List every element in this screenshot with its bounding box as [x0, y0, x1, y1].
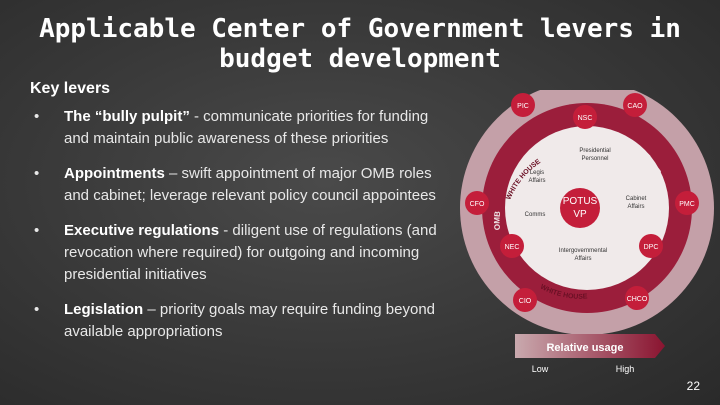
lever-item: • Legislation – priority goals may requir…	[30, 299, 440, 343]
lever-text: – swift appointment of major OMB roles a…	[64, 165, 436, 204]
node-chco-label: CHCO	[627, 296, 648, 303]
lever-head: Executive regulations	[64, 222, 220, 239]
bullet: •	[34, 301, 40, 318]
presidential-personnel-l2: Personnel	[581, 156, 608, 162]
vp-label: VP	[573, 209, 587, 220]
lever-head: The “bully pulpit”	[64, 108, 190, 125]
arc-label-left-text: OMB	[493, 211, 503, 231]
government-diagram: WHITE HOUSE OMB OMB WHITE HOUSE WHITE HO…	[460, 90, 714, 335]
lever-item: • Appointments – swift appointment of maj…	[30, 163, 440, 207]
potus-vp-node	[560, 188, 600, 228]
comms-label: Comms	[525, 212, 546, 218]
node-cfo-label: CFO	[470, 201, 485, 208]
legis-affairs-l1: Legis	[530, 170, 544, 176]
legis-affairs-l2: Affairs	[529, 178, 546, 184]
intergovernmental-l2: Affairs	[575, 256, 592, 262]
node-pmc-label: PMC	[679, 201, 695, 208]
presidential-personnel-l1: Presidential	[579, 148, 610, 154]
node-pic: PIC	[511, 93, 535, 117]
key-levers-heading: Key levers	[30, 80, 111, 97]
lever-text: – priority goals may require funding bey…	[64, 301, 436, 340]
levers-list: • The “bully pulpit” - communicate priori…	[30, 106, 440, 356]
node-cio-label: CIO	[519, 298, 532, 305]
node-pic-label: PIC	[517, 103, 529, 110]
slide-title: Applicable Center of Government levers i…	[39, 14, 681, 74]
node-cao-label: CAO	[627, 103, 643, 110]
lever-text: - diligent use of regulations (and revoc…	[64, 222, 437, 283]
cabinet-affairs-l2: Affairs	[628, 204, 645, 210]
node-nec: NEC	[500, 234, 524, 258]
lever-text: - communicate priorities for funding and…	[64, 108, 429, 147]
arc-label-left: OMB	[493, 211, 503, 231]
bullet: •	[34, 165, 40, 182]
node-chco: CHCO	[625, 286, 649, 310]
potus-label: POTUS	[563, 196, 598, 207]
node-nec-label: NEC	[505, 244, 520, 251]
relative-usage-legend: Relative usage Low High	[515, 334, 665, 374]
page-number: 22	[686, 379, 700, 393]
node-nsc: NSC	[573, 105, 597, 129]
bullet: •	[34, 222, 40, 239]
node-dpc-label: DPC	[644, 244, 659, 251]
node-nsc-label: NSC	[578, 115, 593, 122]
lever-head: Appointments	[64, 165, 165, 182]
cabinet-affairs-l1: Cabinet	[626, 196, 647, 202]
node-cfo: CFO	[465, 191, 489, 215]
node-dpc: DPC	[639, 234, 663, 258]
legend-high-label: High	[616, 364, 635, 374]
legend-title: Relative usage	[546, 342, 623, 354]
intergovernmental-l1: Intergovernmental	[559, 248, 607, 254]
node-cio: CIO	[513, 288, 537, 312]
node-pmc: PMC	[675, 191, 699, 215]
node-cao: CAO	[623, 93, 647, 117]
legend-low-label: Low	[532, 364, 549, 374]
bullet: •	[34, 108, 40, 125]
lever-item: • The “bully pulpit” - communicate priori…	[30, 106, 440, 150]
legend-bar	[515, 334, 665, 358]
lever-item: • Executive regulations - diligent use of…	[30, 220, 440, 286]
lever-head: Legislation	[64, 301, 144, 318]
